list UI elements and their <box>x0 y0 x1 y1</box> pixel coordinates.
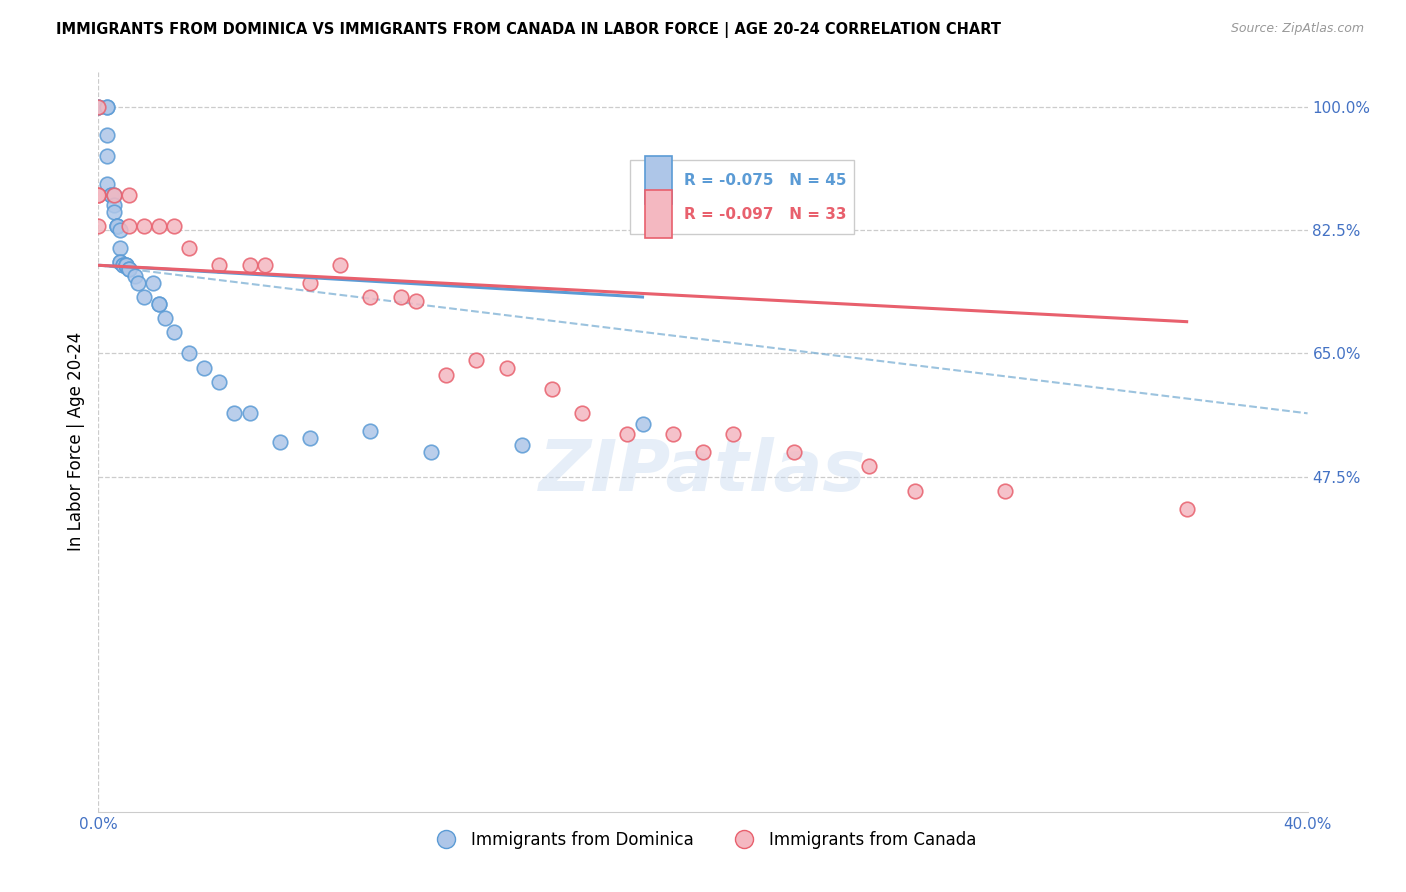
Point <box>108 254 131 268</box>
Point <box>100 187 122 202</box>
Point <box>420 445 443 459</box>
Point <box>389 290 412 304</box>
Point <box>96 177 118 191</box>
Point <box>87 219 110 234</box>
Point <box>114 258 136 272</box>
Point <box>100 187 122 202</box>
Point <box>124 268 146 283</box>
Point <box>329 258 352 272</box>
Point <box>661 427 683 442</box>
Point <box>208 375 231 389</box>
Point <box>299 276 322 290</box>
Point <box>360 424 382 438</box>
Point <box>127 276 149 290</box>
Text: R = -0.097   N = 33: R = -0.097 N = 33 <box>683 207 846 222</box>
Point <box>105 219 128 234</box>
Point <box>108 254 131 268</box>
Point <box>87 100 110 114</box>
Point <box>103 187 125 202</box>
Point <box>571 406 593 420</box>
Point <box>87 187 110 202</box>
Point <box>904 483 927 498</box>
Point <box>118 187 141 202</box>
Point <box>96 100 118 114</box>
Point <box>142 276 165 290</box>
Point <box>434 368 457 382</box>
Point <box>114 258 136 272</box>
Point <box>465 353 488 368</box>
Point <box>87 100 110 114</box>
Point <box>723 427 745 442</box>
Text: ZIPatlas: ZIPatlas <box>540 437 866 506</box>
Point <box>540 382 562 396</box>
Legend: Immigrants from Dominica, Immigrants from Canada: Immigrants from Dominica, Immigrants fro… <box>423 824 983 855</box>
Point <box>118 261 141 276</box>
Point <box>153 311 176 326</box>
Point <box>114 258 136 272</box>
Point <box>783 445 806 459</box>
Point <box>148 297 170 311</box>
Point <box>510 438 533 452</box>
Point <box>108 241 131 255</box>
Point <box>96 100 118 114</box>
Point <box>495 360 517 375</box>
Point <box>111 258 134 272</box>
Point <box>103 198 125 212</box>
Point <box>208 258 231 272</box>
Point <box>405 293 427 308</box>
Point <box>96 149 118 163</box>
Point <box>360 290 382 304</box>
Point <box>239 258 262 272</box>
Point <box>692 445 714 459</box>
Point <box>616 427 638 442</box>
Point <box>148 219 170 234</box>
Point <box>103 205 125 219</box>
Point <box>87 100 110 114</box>
Point <box>253 258 276 272</box>
Point <box>96 128 118 142</box>
Point <box>105 219 128 234</box>
Point <box>118 219 141 234</box>
Point <box>103 187 125 202</box>
Point <box>179 346 201 360</box>
Point <box>132 219 155 234</box>
Text: Source: ZipAtlas.com: Source: ZipAtlas.com <box>1230 22 1364 36</box>
FancyBboxPatch shape <box>630 161 855 235</box>
Point <box>148 297 170 311</box>
Point <box>87 187 110 202</box>
Point <box>269 434 291 449</box>
Text: R = -0.075   N = 45: R = -0.075 N = 45 <box>683 173 846 187</box>
Point <box>1175 501 1198 516</box>
Point <box>239 406 262 420</box>
Point <box>163 219 186 234</box>
Point <box>994 483 1017 498</box>
Point <box>132 290 155 304</box>
Point <box>111 258 134 272</box>
Point <box>631 417 654 431</box>
Point <box>858 459 880 474</box>
Bar <box>645 190 672 238</box>
Point <box>105 219 128 234</box>
Point <box>163 325 186 339</box>
Text: IMMIGRANTS FROM DOMINICA VS IMMIGRANTS FROM CANADA IN LABOR FORCE | AGE 20-24 CO: IMMIGRANTS FROM DOMINICA VS IMMIGRANTS F… <box>56 22 1001 38</box>
Point <box>299 431 322 445</box>
Point <box>193 360 215 375</box>
Y-axis label: In Labor Force | Age 20-24: In Labor Force | Age 20-24 <box>66 332 84 551</box>
Point <box>118 261 141 276</box>
Bar <box>645 156 672 204</box>
Point <box>179 241 201 255</box>
Point <box>224 406 246 420</box>
Point <box>108 223 131 237</box>
